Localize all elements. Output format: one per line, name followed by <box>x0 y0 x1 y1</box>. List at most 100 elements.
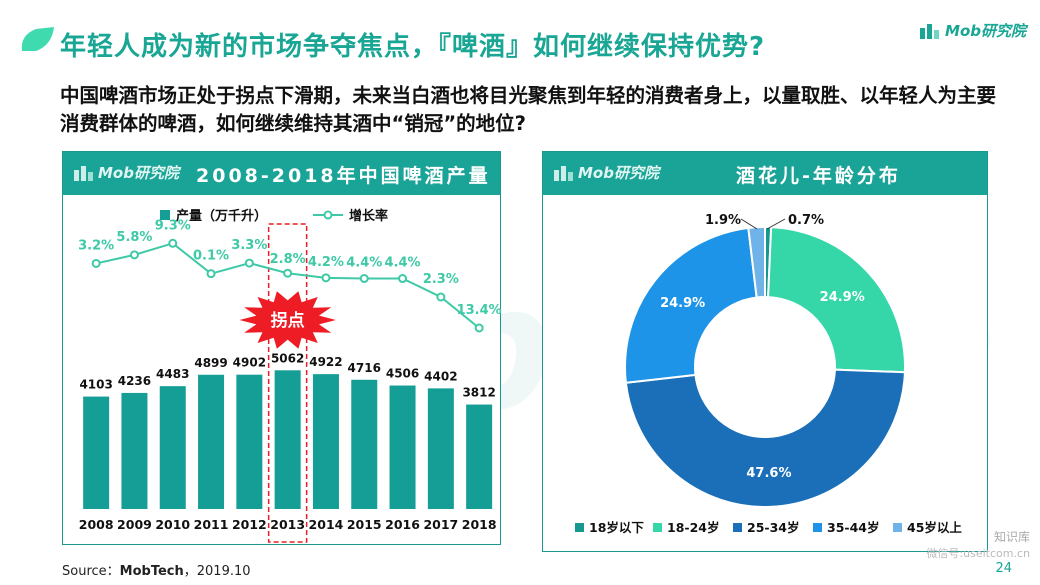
x-tick-label: 2011 <box>194 517 229 532</box>
x-tick-label: 2017 <box>423 517 458 532</box>
bar-2018 <box>466 404 493 509</box>
bar-value-label: 4899 <box>194 356 227 370</box>
legend-label: 18岁以下 <box>589 520 644 535</box>
x-tick-label: 2008 <box>79 517 114 532</box>
bar-2010 <box>159 386 186 509</box>
growth-label: 0.1% <box>193 249 229 264</box>
x-tick-label: 2009 <box>117 517 152 532</box>
bar-2017 <box>427 388 454 509</box>
bar-2015 <box>351 379 378 509</box>
growth-point <box>436 292 446 302</box>
legend-bar-label: 产量（万千升） <box>176 209 268 224</box>
growth-label: 2.8% <box>270 252 306 267</box>
legend-line-label: 增长率 <box>349 209 389 224</box>
source-org: MobTech <box>119 564 184 579</box>
mob-logo-icon <box>74 165 93 181</box>
bar-value-label: 4103 <box>79 378 112 392</box>
x-tick-label: 2016 <box>385 517 420 532</box>
bar-value-label: 3812 <box>462 386 495 400</box>
x-tick-label: 2010 <box>155 517 190 532</box>
production-chart-title: 2008-2018年中国啤酒产量 <box>196 165 491 187</box>
legend-swatch <box>575 523 584 532</box>
growth-label: 3.3% <box>231 238 267 253</box>
bar-value-label: 4902 <box>233 356 266 370</box>
age-chart-title: 酒花儿-年龄分布 <box>736 165 901 187</box>
growth-point <box>244 258 254 268</box>
wechat-watermark: 知识库 微信号:useitcom.cn <box>926 528 1030 561</box>
leader-line <box>766 218 786 230</box>
legend-label: 35-44岁 <box>827 520 879 535</box>
legend-swatch <box>733 523 742 532</box>
logo-text: Mob研究院 <box>945 22 1026 40</box>
growth-point <box>129 250 139 260</box>
legend-swatch <box>813 523 822 532</box>
bar-2016 <box>389 385 416 509</box>
bar-value-label: 5062 <box>271 351 304 365</box>
production-panel-header: Mob研究院 2008-2018年中国啤酒产量 <box>63 152 500 195</box>
legend-bar-swatch <box>160 209 170 220</box>
x-tick-label: 2012 <box>232 517 267 532</box>
leader-line <box>740 218 758 230</box>
mob-logo-icon <box>554 165 573 181</box>
slice-value-label: 24.9% <box>660 296 705 311</box>
slice-value-label: 0.7% <box>788 213 824 228</box>
source-note: Source：MobTech，2019.10 <box>62 560 251 579</box>
x-tick-label: 2014 <box>309 517 344 532</box>
growth-label: 4.4% <box>346 256 382 271</box>
legend-label: 45岁以上 <box>907 520 962 535</box>
slice-value-label: 47.6% <box>746 466 791 481</box>
slice-value-label: 1.9% <box>705 213 741 228</box>
x-tick-label: 2013 <box>270 517 305 532</box>
growth-point <box>474 323 484 333</box>
age-panel-header: Mob研究院 酒花儿-年龄分布 <box>543 152 987 195</box>
bar-value-label: 4236 <box>118 374 151 388</box>
bar-value-label: 4483 <box>156 367 189 381</box>
page-number: 24 <box>995 561 1012 576</box>
legend-swatch <box>893 523 902 532</box>
mob-logo: Mob研究院 <box>919 20 1026 41</box>
source-date: ，2019.10 <box>183 564 251 579</box>
page-subtitle: 中国啤酒市场正处于拐点下滑期，未来当白酒也将目光聚焦到年轻的消费者身上，以量取胜… <box>60 84 997 135</box>
growth-label: 4.4% <box>385 256 421 271</box>
source-prefix: Source： <box>62 564 120 579</box>
watermark-line-2: 微信号:useitcom.cn <box>926 547 1030 560</box>
bar-value-label: 4402 <box>424 369 457 383</box>
mob-logo-icon <box>920 23 940 39</box>
panel-logo-text: Mob研究院 <box>98 164 179 182</box>
page-title: 年轻人成为新的市场争夺焦点，『啤酒』如何继续保持优势? <box>60 32 766 62</box>
growth-point <box>321 273 331 283</box>
turning-point-label: 拐点 <box>271 310 305 331</box>
bar-2008 <box>83 396 110 509</box>
growth-label: 13.4% <box>457 303 502 318</box>
growth-point <box>206 269 216 279</box>
slice-value-label: 24.9% <box>820 290 865 305</box>
growth-label: 4.2% <box>308 255 344 270</box>
bar-2009 <box>121 392 148 509</box>
production-chart: 4103 2008 4236 2009 4483 2010 4899 2011 4902 2012… <box>78 218 502 543</box>
growth-label: 5.8% <box>116 230 152 245</box>
watermark-line-1: 知识库 <box>993 530 1030 544</box>
age-donut-chart: 0.7% 24.9% 47.6% 24.9% 1.9% 18岁以下 18-24岁 25-34岁… <box>575 213 962 535</box>
growth-point <box>283 268 293 278</box>
growth-label: 9.3% <box>155 218 191 233</box>
donut-slice-3 <box>624 226 758 384</box>
title-accent-icon <box>21 27 54 51</box>
growth-point <box>91 258 101 268</box>
x-tick-label: 2018 <box>462 517 497 532</box>
growth-point <box>168 238 178 248</box>
donut-slice-1 <box>767 226 906 374</box>
bar-2013 <box>274 370 301 509</box>
panel-logo: Mob研究院 <box>73 162 179 183</box>
production-legend: 产量（万千升） 增长率 <box>160 205 388 224</box>
legend-label: 25-34岁 <box>747 520 799 535</box>
x-tick-label: 2015 <box>347 517 382 532</box>
turning-point-burst <box>239 291 336 349</box>
legend-swatch <box>653 523 662 532</box>
production-chart-panel: Mob研究院 2008-2018年中国啤酒产量 产量（万千升） 增长率 4103… <box>62 151 502 545</box>
age-distribution-panel: Mob研究院 酒花儿-年龄分布 0.7% 24.9% 47.6% 24.9% 1.9% 1… <box>542 151 988 552</box>
growth-label: 3.2% <box>78 238 114 253</box>
bar-value-label: 4716 <box>348 361 381 375</box>
growth-label: 2.3% <box>423 272 459 287</box>
panel-logo: Mob研究院 <box>553 162 659 183</box>
bar-value-label: 4506 <box>386 367 419 381</box>
